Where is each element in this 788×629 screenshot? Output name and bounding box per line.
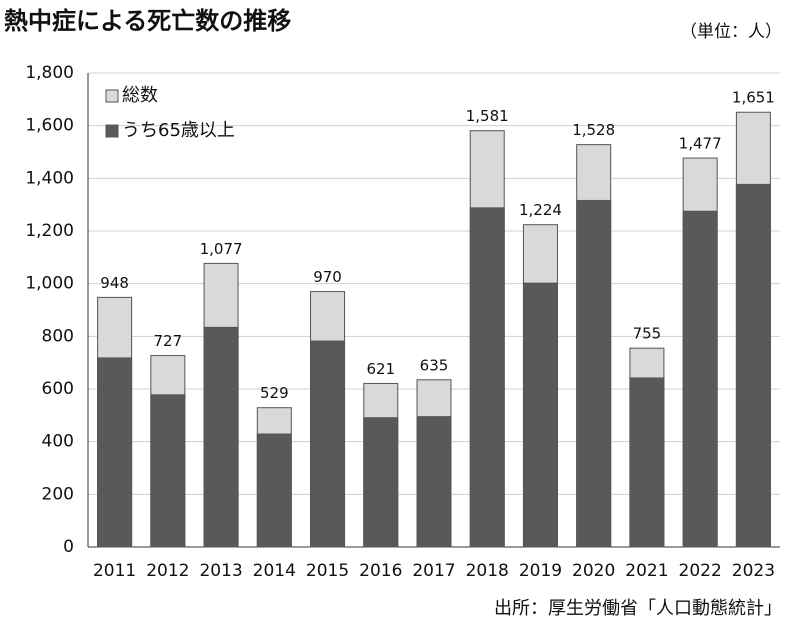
bar (363, 417, 399, 548)
legend-swatch (105, 89, 119, 103)
y-tick-label: 1,400 (25, 168, 74, 188)
value-label: 635 (420, 356, 449, 374)
x-tick-label: 2017 (412, 561, 455, 581)
y-tick-label: 200 (42, 484, 74, 504)
value-label: 1,477 (679, 135, 722, 153)
y-tick-label: 1,000 (25, 274, 74, 294)
bar (576, 199, 612, 548)
value-label: 1,077 (200, 240, 243, 258)
value-label: 1,581 (466, 107, 509, 125)
value-label: 970 (313, 268, 342, 286)
value-label: 727 (154, 332, 183, 350)
value-label: 948 (100, 274, 129, 292)
y-tick-label: 1,600 (25, 116, 74, 136)
bar (150, 394, 186, 548)
bar (97, 357, 133, 548)
x-tick-label: 2021 (625, 561, 668, 581)
legend-label: うち65歳以上 (122, 120, 235, 141)
x-tick-label: 2023 (732, 561, 775, 581)
x-tick-label: 2016 (359, 561, 402, 581)
bar (310, 340, 346, 548)
source-note: 出所：厚生労働省「人口動態統計」 (494, 598, 782, 619)
legend-swatch (105, 124, 119, 138)
value-label: 1,651 (732, 89, 775, 107)
y-tick-label: 0 (63, 537, 74, 557)
unit-note: （単位：人） (680, 22, 782, 42)
value-label: 529 (260, 384, 289, 402)
bar (682, 210, 718, 548)
legend-label: 総数 (122, 85, 158, 106)
bar (735, 183, 771, 548)
bar (256, 433, 292, 548)
y-tick-label: 400 (42, 432, 74, 452)
y-tick-label: 600 (42, 379, 74, 399)
x-tick-label: 2019 (519, 561, 562, 581)
x-tick-label: 2014 (253, 561, 296, 581)
bar (522, 282, 558, 548)
bar (203, 326, 239, 548)
x-tick-label: 2012 (146, 561, 189, 581)
bar (469, 207, 505, 548)
value-label: 755 (633, 325, 662, 343)
value-label: 1,528 (572, 121, 615, 139)
value-label: 1,224 (519, 201, 562, 219)
bar (416, 416, 452, 548)
bar (629, 377, 665, 548)
y-tick-label: 1,200 (25, 221, 74, 241)
value-label: 621 (366, 360, 395, 378)
x-tick-label: 2011 (93, 561, 136, 581)
x-tick-label: 2015 (306, 561, 349, 581)
y-tick-label: 800 (42, 326, 74, 346)
x-tick-label: 2018 (466, 561, 509, 581)
y-tick-label: 1,800 (25, 63, 74, 83)
x-tick-label: 2020 (572, 561, 615, 581)
x-tick-label: 2022 (679, 561, 722, 581)
x-tick-label: 2013 (199, 561, 242, 581)
chart-title: 熱中症による死亡数の推移 (4, 7, 291, 35)
